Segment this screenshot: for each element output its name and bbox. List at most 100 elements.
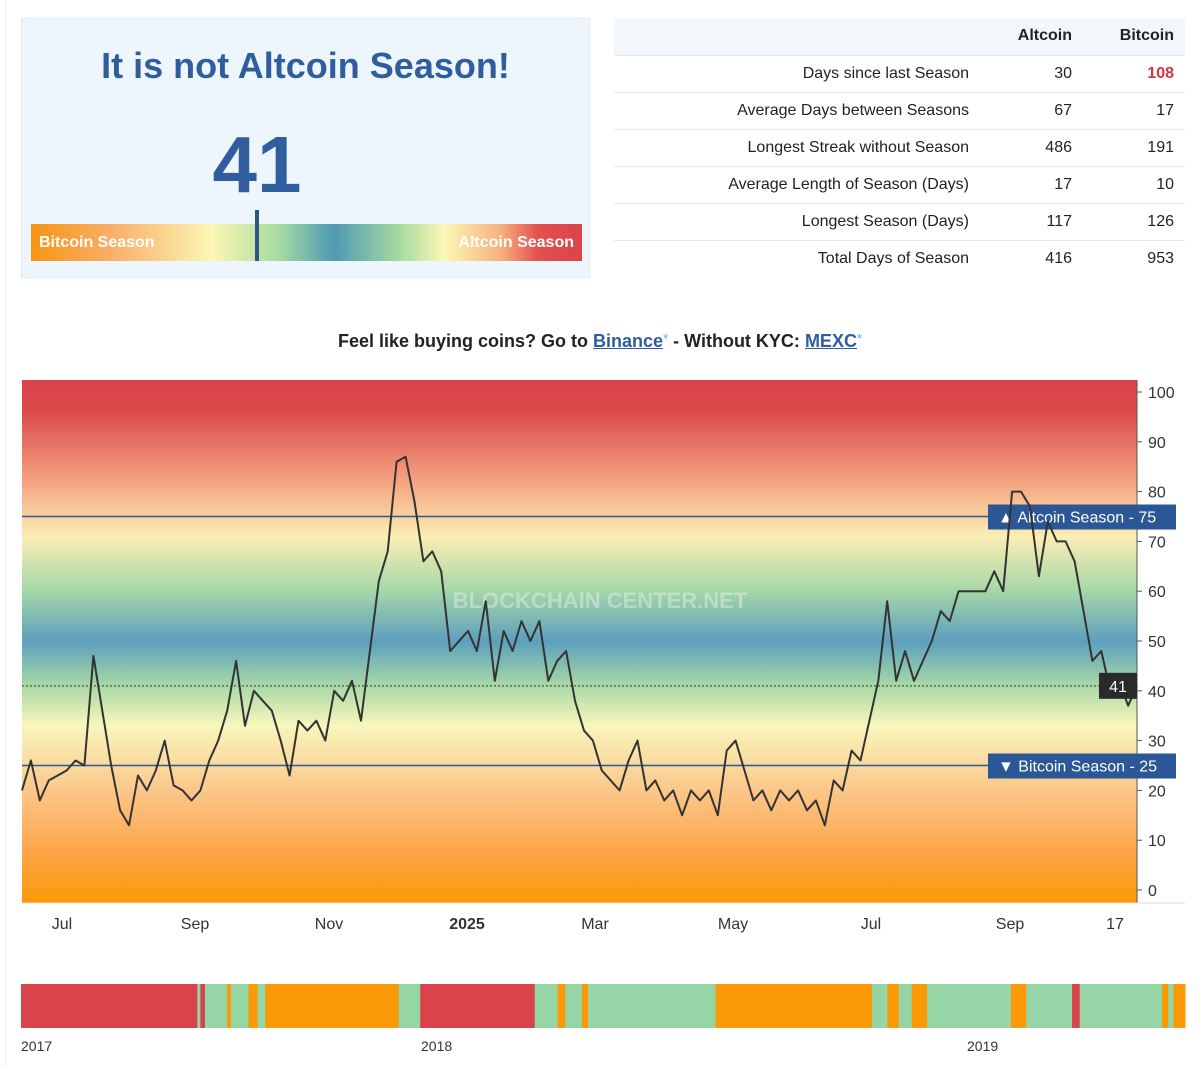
history-segment-neutral xyxy=(1026,984,1073,1028)
chart-background xyxy=(22,380,1137,903)
history-segment-neutral xyxy=(565,984,583,1028)
row-label: Longest Streak without Season xyxy=(614,128,983,166)
table-row: Average Days between Seasons 67 17 xyxy=(614,91,1185,129)
history-segment-altcoin xyxy=(21,984,198,1028)
history-segment-neutral xyxy=(872,984,888,1028)
history-segment-neutral xyxy=(257,984,266,1028)
y-tick-label: 60 xyxy=(1148,584,1166,601)
current-value-bg xyxy=(1099,672,1137,699)
season-headline: It is not Altcoin Season! xyxy=(101,45,510,86)
altcoin-value: 67 xyxy=(983,91,1083,129)
row-label: Total Days of Season xyxy=(614,239,983,277)
table-row: Total Days of Season 416 953 xyxy=(614,239,1185,277)
header-blank xyxy=(614,18,983,55)
x-tick-label: May xyxy=(718,916,748,933)
history-segment-neutral xyxy=(534,984,559,1028)
row-label: Days since last Season xyxy=(614,54,983,92)
y-tick-label: 100 xyxy=(1148,385,1175,402)
altcoin-value: 416 xyxy=(983,239,1083,277)
x-tick-label: Jul xyxy=(861,916,881,933)
history-segment-bitcoin xyxy=(248,984,259,1028)
altcoin-value: 486 xyxy=(983,128,1083,166)
altcoin-value: 17 xyxy=(983,165,1083,203)
history-segment-bitcoin xyxy=(557,984,566,1028)
gauge-bitcoin-label: Bitcoin Season xyxy=(39,234,155,251)
table-row: Longest Streak without Season 486 191 xyxy=(614,128,1185,166)
bitcoin-value: 17 xyxy=(1083,91,1185,129)
table-row: Average Length of Season (Days) 17 10 xyxy=(614,165,1185,203)
bitcoin-value: 10 xyxy=(1083,165,1185,203)
binance-link[interactable]: Binance xyxy=(593,331,664,351)
history-segment-bitcoin xyxy=(227,984,232,1028)
history-segment-neutral xyxy=(1079,984,1163,1028)
x-tick-label: 17 xyxy=(1106,916,1124,933)
y-tick-label: 20 xyxy=(1148,783,1166,800)
history-segment-neutral xyxy=(1168,984,1175,1028)
x-tick-label: Sep xyxy=(996,916,1025,933)
y-tick-label: 70 xyxy=(1148,534,1166,551)
history-year-label: 2019 xyxy=(967,1038,998,1054)
threshold-label-bg xyxy=(988,504,1176,530)
history-segment-neutral xyxy=(204,984,228,1028)
row-label: Average Length of Season (Days) xyxy=(614,165,983,203)
history-segment-bitcoin xyxy=(265,984,400,1028)
row-label: Longest Season (Days) xyxy=(614,202,983,240)
y-tick-label: 80 xyxy=(1148,485,1166,502)
altcoin-value: 30 xyxy=(983,54,1083,92)
y-tick-label: 90 xyxy=(1148,435,1166,452)
y-tick-label: 10 xyxy=(1148,833,1166,850)
season-stats-table: Altcoin Bitcoin Days since last Season 30… xyxy=(614,18,1185,277)
promo-text: Feel like buying coins? Go to xyxy=(337,331,594,351)
x-tick-label: Jul xyxy=(52,916,72,933)
x-tick-label: 2025 xyxy=(449,916,485,933)
threshold-label-bg xyxy=(988,753,1176,779)
promo-line: Feel like buying coins? Go to Binance * -… xyxy=(0,331,1200,352)
season-gauge: Bitcoin Season Altcoin Season xyxy=(31,210,582,261)
y-tick-label: 40 xyxy=(1148,684,1166,701)
x-tick-label: Sep xyxy=(181,916,210,933)
mexc-star: * xyxy=(856,331,863,346)
index-value: 41 xyxy=(212,120,302,209)
history-year-label: 2017 xyxy=(21,1038,52,1054)
history-segment-bitcoin xyxy=(887,984,900,1028)
history-segment-bitcoin xyxy=(1162,984,1169,1028)
gauge-marker xyxy=(254,210,259,261)
history-year-label: 2018 xyxy=(421,1038,452,1054)
mexc-link[interactable]: MEXC xyxy=(804,331,857,351)
bitcoin-value: 126 xyxy=(1083,202,1185,240)
gauge-altcoin-label: Altcoin Season xyxy=(458,234,574,251)
table-row: Days since last Season 30 108 xyxy=(614,54,1185,92)
altcoin-value: 117 xyxy=(983,202,1083,240)
header-bitcoin: Bitcoin xyxy=(1083,18,1185,55)
watermark: BLOCKCHAIN CENTER.NET xyxy=(453,588,748,613)
table-row: Longest Season (Days) 117 126 xyxy=(614,202,1185,240)
bitcoin-value: 953 xyxy=(1083,239,1185,277)
history-segment-altcoin xyxy=(1072,984,1081,1028)
season-indicator-panel: It is not Altcoin Season! 41 Bitcoin Sea… xyxy=(21,18,590,278)
x-tick-label: Mar xyxy=(581,916,609,933)
history-segment-bitcoin xyxy=(911,984,928,1028)
page-edge xyxy=(5,0,6,1067)
y-tick-label: 0 xyxy=(1148,883,1157,900)
y-tick-label: 30 xyxy=(1148,734,1166,751)
threshold-label: ▼ Bitcoin Season - 25 xyxy=(998,759,1157,776)
y-tick-label: 50 xyxy=(1148,634,1166,651)
x-tick-label: Nov xyxy=(315,916,343,933)
history-segment-neutral xyxy=(898,984,913,1028)
promo-text-middle: - Without KYC: xyxy=(668,331,805,351)
history-segment-bitcoin xyxy=(715,984,873,1028)
history-segment-bitcoin xyxy=(1010,984,1027,1028)
history-segment-neutral xyxy=(197,984,201,1028)
header-altcoin: Altcoin xyxy=(983,18,1083,55)
history-segment-neutral xyxy=(398,984,421,1028)
bitcoin-value: 191 xyxy=(1083,128,1185,166)
history-segment-neutral xyxy=(230,984,249,1028)
history-segment-neutral xyxy=(927,984,1012,1028)
history-segment-bitcoin xyxy=(582,984,589,1028)
history-segment-neutral xyxy=(588,984,717,1028)
history-segment-altcoin xyxy=(200,984,206,1028)
history-segment-altcoin xyxy=(420,984,536,1028)
current-value-label: 41 xyxy=(1109,679,1127,696)
row-label: Average Days between Seasons xyxy=(614,91,983,129)
